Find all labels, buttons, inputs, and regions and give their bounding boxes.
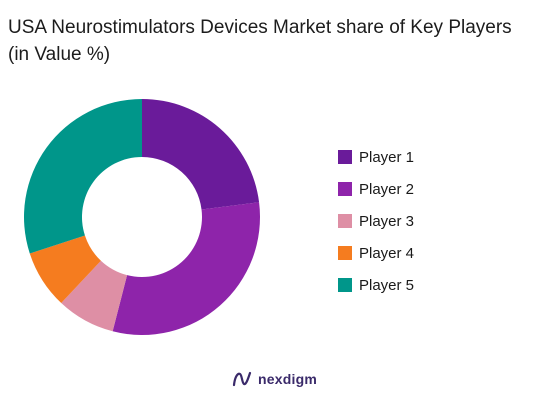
legend-item-player-1: Player 1 bbox=[338, 141, 414, 173]
legend-item-player-2: Player 2 bbox=[338, 173, 414, 205]
legend-swatch bbox=[338, 246, 352, 260]
slice-player-4 bbox=[29, 235, 101, 304]
legend-swatch bbox=[338, 150, 352, 164]
legend-item-player-4: Player 4 bbox=[338, 237, 414, 269]
legend-swatch bbox=[338, 278, 352, 292]
slice-player-1 bbox=[142, 99, 260, 210]
chart-title: USA Neurostimulators Devices Market shar… bbox=[8, 17, 512, 65]
legend-label: Player 3 bbox=[359, 212, 415, 230]
legend-label: Player 5 bbox=[359, 276, 415, 294]
legend-swatch bbox=[338, 182, 352, 196]
legend-item-player-5: Player 5 bbox=[338, 269, 414, 301]
legend-label: Player 2 bbox=[359, 180, 415, 198]
brand-footer: nexdigm bbox=[232, 370, 317, 388]
brand-name: nexdigm bbox=[258, 371, 317, 387]
nexdigm-logo-icon bbox=[232, 371, 252, 387]
chart-legend: Player 1 Player 2 Player 3 Player 4 Player 5 bbox=[338, 141, 414, 301]
legend-item-player-3: Player 3 bbox=[338, 205, 414, 237]
slice-player-3 bbox=[61, 260, 128, 332]
legend-label: Player 1 bbox=[359, 148, 415, 166]
slice-player-2 bbox=[112, 202, 261, 336]
legend-swatch bbox=[338, 214, 352, 228]
legend-label: Player 4 bbox=[359, 244, 415, 262]
slice-player-5 bbox=[23, 99, 143, 254]
